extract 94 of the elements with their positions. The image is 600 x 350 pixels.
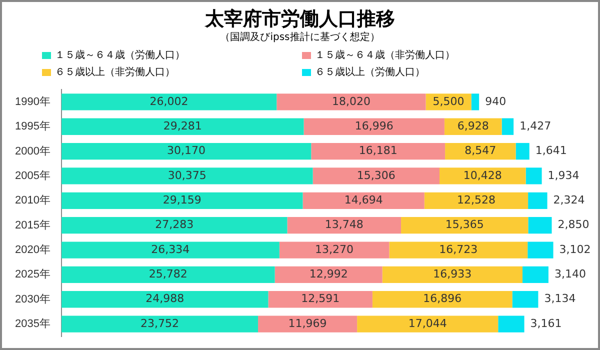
data-label: 11,969	[288, 316, 327, 330]
y-tick-label: 2015年	[14, 219, 50, 232]
data-label: 18,020	[332, 94, 370, 108]
data-label: 27,283	[155, 218, 194, 232]
bar	[401, 217, 528, 234]
data-label: 16,181	[358, 144, 398, 158]
bar	[502, 118, 514, 135]
data-label: 12,591	[301, 292, 340, 306]
bar	[61, 168, 313, 184]
data-label: 30,170	[167, 144, 206, 158]
data-label: 13,748	[324, 218, 364, 232]
data-label: 16,896	[423, 292, 462, 306]
bar	[61, 142, 312, 160]
data-label: 1,934	[548, 168, 580, 182]
bar	[61, 316, 258, 332]
bar	[287, 217, 402, 234]
data-label: 1,641	[535, 144, 567, 158]
bar	[61, 94, 277, 110]
data-label: 940	[485, 94, 506, 108]
data-label: 3,161	[530, 316, 562, 330]
data-label: 15,365	[445, 218, 484, 232]
bar	[372, 291, 512, 308]
bar	[526, 168, 542, 184]
chart-subtitle: （国調及びipss推計に基づく想定）	[219, 30, 381, 44]
data-label: 10,428	[463, 168, 502, 182]
y-tick-label: 2000年	[14, 145, 50, 158]
bar	[268, 291, 372, 308]
data-label: 14,694	[344, 194, 383, 207]
legend-label: ６５歳以上（労働人口）	[315, 66, 425, 79]
bar	[471, 94, 480, 110]
bar	[389, 242, 528, 258]
data-label: 29,281	[163, 119, 202, 132]
bar	[61, 118, 304, 135]
bar	[528, 242, 554, 258]
data-label: 17,044	[408, 316, 447, 330]
y-tick-label: 2005年	[14, 170, 50, 182]
data-label: 24,988	[146, 292, 184, 306]
bar	[516, 142, 530, 160]
data-label: 30,375	[168, 168, 206, 182]
y-tick-label: 2010年	[14, 194, 50, 207]
y-tick-label: 2025年	[14, 268, 50, 281]
bar	[440, 168, 526, 184]
bar	[528, 217, 552, 234]
bar	[512, 291, 538, 308]
data-label: 29,159	[162, 194, 202, 207]
data-label: 6,928	[457, 119, 489, 132]
data-label: 26,002	[150, 94, 188, 108]
data-label: 16,996	[354, 119, 394, 132]
data-label: 3,140	[554, 268, 586, 281]
data-label: 1,427	[520, 119, 552, 132]
y-tick-label: 2035年	[14, 318, 50, 330]
data-label: 5,500	[432, 94, 464, 108]
bar	[424, 192, 528, 209]
legend-label: ６５歳以上（非労働人口）	[55, 66, 175, 79]
y-tick-label: 1995年	[14, 120, 50, 133]
data-label: 25,782	[148, 268, 188, 281]
bar	[258, 316, 358, 332]
y-tick-label: 2020年	[14, 244, 50, 256]
data-label: 2,324	[553, 194, 585, 207]
data-label: 12,992	[309, 268, 348, 281]
bar	[302, 192, 424, 209]
legend-label: １５歳～６４歳（非労働人口）	[315, 48, 455, 62]
bar	[312, 168, 440, 184]
bar	[382, 266, 522, 284]
bar	[445, 142, 516, 160]
bar	[311, 142, 446, 160]
data-label: 16,723	[439, 242, 478, 256]
legend-label: １５歳～６４歳（労働人口）	[55, 48, 185, 62]
data-label: 8,547	[464, 144, 496, 158]
y-tick-label: 1990年	[14, 96, 50, 108]
y-tick-label: 2030年	[14, 293, 50, 306]
data-label: 15,306	[356, 168, 396, 182]
bar	[279, 242, 390, 258]
bar	[61, 192, 303, 209]
data-label: 16,933	[433, 268, 472, 281]
bar	[498, 316, 524, 332]
bar	[528, 192, 548, 209]
bar	[357, 316, 498, 332]
bar	[304, 118, 444, 135]
bar	[522, 266, 548, 284]
bar	[61, 291, 268, 308]
data-label: 2,850	[558, 218, 590, 232]
bar	[274, 266, 382, 284]
bar	[61, 217, 288, 234]
data-label: 26,334	[151, 242, 190, 256]
data-label: 3,134	[544, 292, 576, 306]
bar	[61, 242, 280, 258]
chart-title: 太宰府市労働人口推移	[204, 7, 396, 32]
bar	[276, 94, 426, 110]
data-label: 12,528	[456, 194, 496, 207]
data-label: 3,102	[559, 242, 591, 256]
data-label: 23,752	[140, 316, 179, 330]
bar	[61, 266, 275, 284]
data-label: 13,270	[315, 242, 354, 256]
